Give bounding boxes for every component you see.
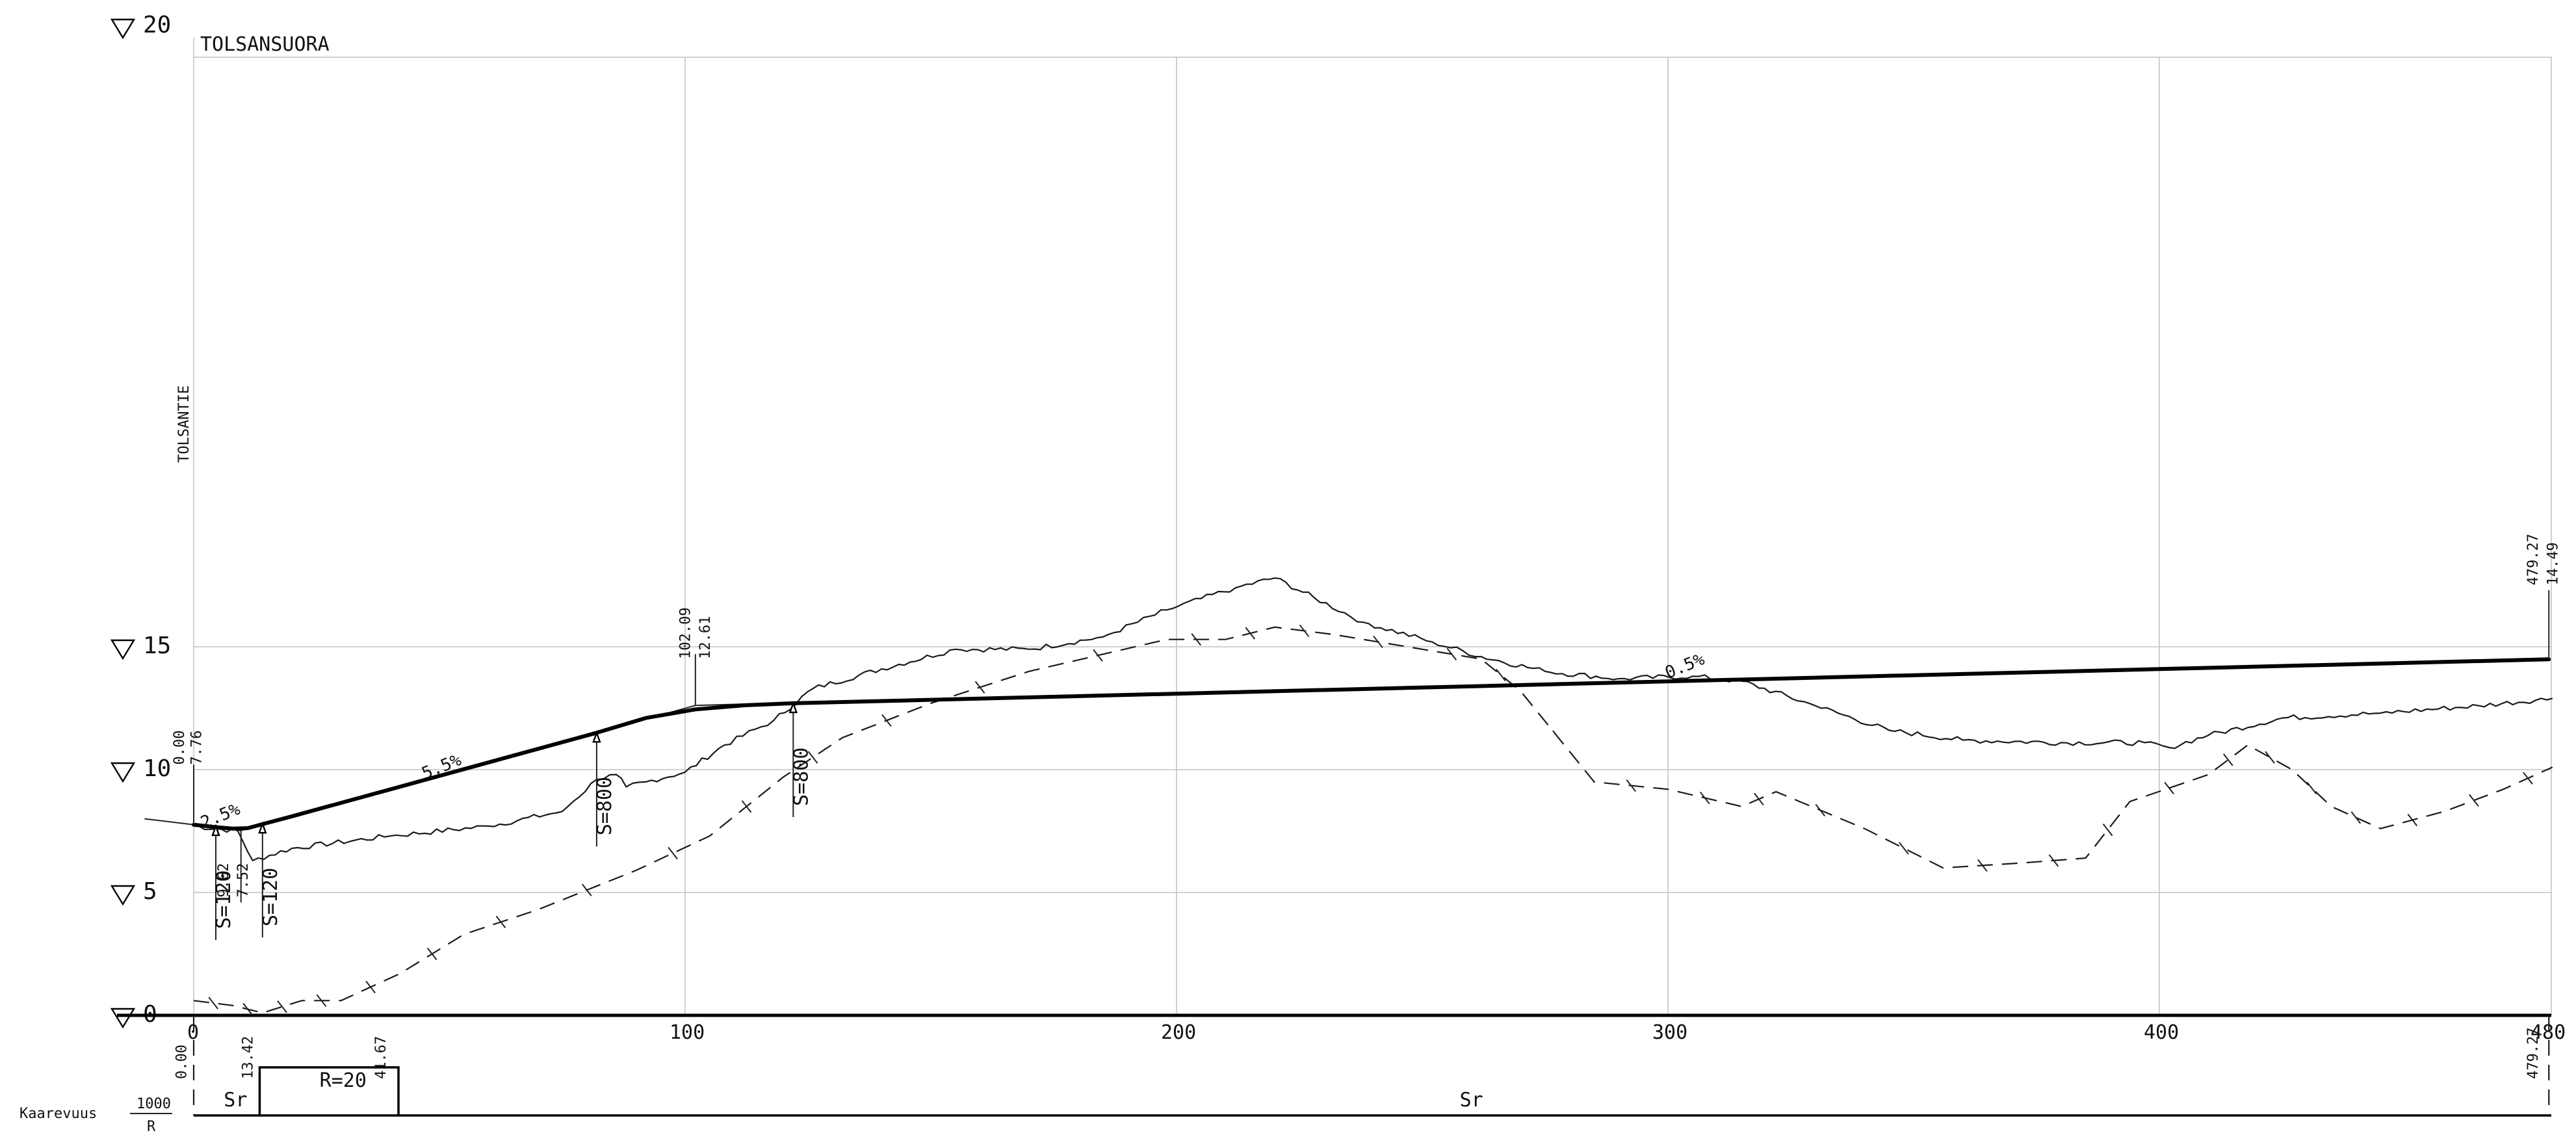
elevation-marker-icon: [110, 762, 136, 783]
terrain-hatch-mark: [1496, 668, 1506, 682]
terrain-hatch-mark: [2407, 813, 2418, 827]
secondary-terrain-line: [193, 626, 2553, 1014]
tangent-lines: [144, 702, 788, 831]
terrain-hatch-mark: [365, 980, 376, 994]
curvature-station-label: 41.67: [373, 1036, 389, 1079]
curvature-segment-label: Sr: [224, 1089, 247, 1112]
station-elevation-label: 12.61: [697, 616, 714, 659]
grid-frame: [193, 57, 2552, 1016]
station-tick-label: 200: [1161, 1021, 1196, 1044]
curvature-station-label: 13.42: [241, 1036, 257, 1079]
grade-label: 5.5%: [419, 750, 465, 783]
design-grade-line: [144, 590, 2551, 903]
station-elevation-label: 9.62: [216, 863, 232, 898]
terrain-hatch-mark: [1699, 791, 1710, 805]
terrain-hatch-mark: [2350, 811, 2361, 824]
station-elevation-label: 0.00: [172, 730, 188, 764]
terrain-hatch-mark: [2265, 751, 2275, 764]
station-tick-label: 100: [670, 1021, 705, 1044]
elevation-marker-icon: [110, 639, 136, 660]
grid-lines: [193, 38, 2552, 1016]
elevation-label: 20: [143, 12, 171, 38]
arrow-icon: [788, 701, 798, 714]
station-elevation-label: 479.27: [2525, 534, 2542, 585]
elevation-marker-icon: [110, 1008, 136, 1029]
crossing-road-label: TOLSANTIE: [176, 385, 192, 463]
terrain-hatch-mark: [1754, 792, 1764, 805]
terrain-hatch-mark: [2164, 781, 2174, 794]
terrain-hatch-mark: [807, 751, 818, 764]
terrain-hatch-mark: [1299, 624, 1310, 638]
curvature-segment-label: Sr: [1460, 1089, 1483, 1112]
terrain-hatch-mark: [316, 994, 327, 1007]
station-elevation-label: 7.52: [235, 863, 252, 898]
curvature-segment-label: R=20: [320, 1069, 367, 1092]
station-tick-label: 300: [1652, 1021, 1687, 1044]
arrow-icon: [211, 824, 220, 837]
terrain-hatch-mark: [1626, 779, 1637, 792]
curvature-arc-block: [258, 1066, 400, 1115]
design-profile-line: [192, 657, 2551, 831]
terrain-hatch-mark: [741, 800, 752, 813]
vertical-curve-label: S=120: [259, 868, 282, 926]
terrain-hatch-mark: [2523, 772, 2533, 785]
curvature-station-label: 0.00: [174, 1045, 190, 1079]
elevation-axis: 05101520: [110, 12, 171, 1029]
station-axis: 0 100 200 300 400 480: [117, 1013, 2566, 1044]
road-name-label: TOLSANSUORA: [200, 33, 330, 56]
terrain-hatch-mark: [1373, 635, 1383, 649]
terrain-hatch-mark: [1552, 730, 1563, 743]
curvature-station-label: 479.27: [2525, 1028, 2542, 1079]
curvature-scale-value: 1000: [137, 1096, 171, 1112]
station-elevation-label: 102.09: [678, 607, 694, 658]
terrain-hatch-mark: [1191, 633, 1202, 646]
elevation-marker-icon: [110, 885, 136, 906]
terrain-hatch-mark: [242, 1002, 253, 1016]
elevation-label: 15: [143, 632, 171, 659]
vertical-curve-label: S=800: [593, 777, 616, 835]
terrain-hatch-mark: [1815, 803, 1826, 816]
terrain-hatch-mark: [2306, 781, 2317, 794]
terrain-hatch-mark: [2469, 794, 2479, 807]
terrain-hatch-mark: [1446, 647, 1457, 660]
station-elevation-label: 7.76: [189, 730, 205, 764]
terrain-hatch-mark: [881, 714, 892, 727]
vertical-curve-label: S=800: [790, 748, 813, 806]
terrain-hatch-mark: [2048, 854, 2059, 867]
terrain-hatch-mark: [2102, 823, 2113, 837]
station-tick-label: 0: [187, 1021, 199, 1044]
arrow-icon: [592, 730, 601, 743]
terrain-hatch-mark: [1093, 649, 1103, 662]
terrain-hatch-mark: [1977, 859, 1988, 872]
terrain-hatch-mark: [277, 1000, 287, 1013]
existing-ground-line: [193, 577, 2553, 861]
elevation-label: 10: [143, 755, 171, 782]
station-tick-label: 480: [2530, 1021, 2566, 1044]
terrain-hatch-mark: [1245, 627, 1256, 640]
station-tick-label: 400: [2144, 1021, 2179, 1044]
station-elevation-label: 14.49: [2545, 542, 2561, 585]
terrain-hatch-mark: [668, 846, 678, 860]
arrow-icon: [258, 821, 267, 834]
terrain-hatch-mark: [582, 883, 592, 896]
terrain-hatch-mark: [495, 915, 506, 928]
curvature-label: Kaarevuus: [20, 1106, 97, 1122]
terrain-lines: [193, 577, 2553, 1016]
elevation-marker-icon: [110, 18, 136, 40]
terrain-hatch-mark: [1899, 842, 1909, 855]
elevation-label: 5: [143, 878, 157, 905]
terrain-hatch-mark: [426, 947, 437, 961]
vertical-curve-label: S=120: [213, 870, 235, 929]
terrain-hatch-mark: [974, 681, 985, 694]
terrain-hatch-mark: [2223, 753, 2233, 766]
curvature-scale-unit: R: [147, 1119, 156, 1133]
terrain-hatch-mark: [208, 996, 219, 1009]
